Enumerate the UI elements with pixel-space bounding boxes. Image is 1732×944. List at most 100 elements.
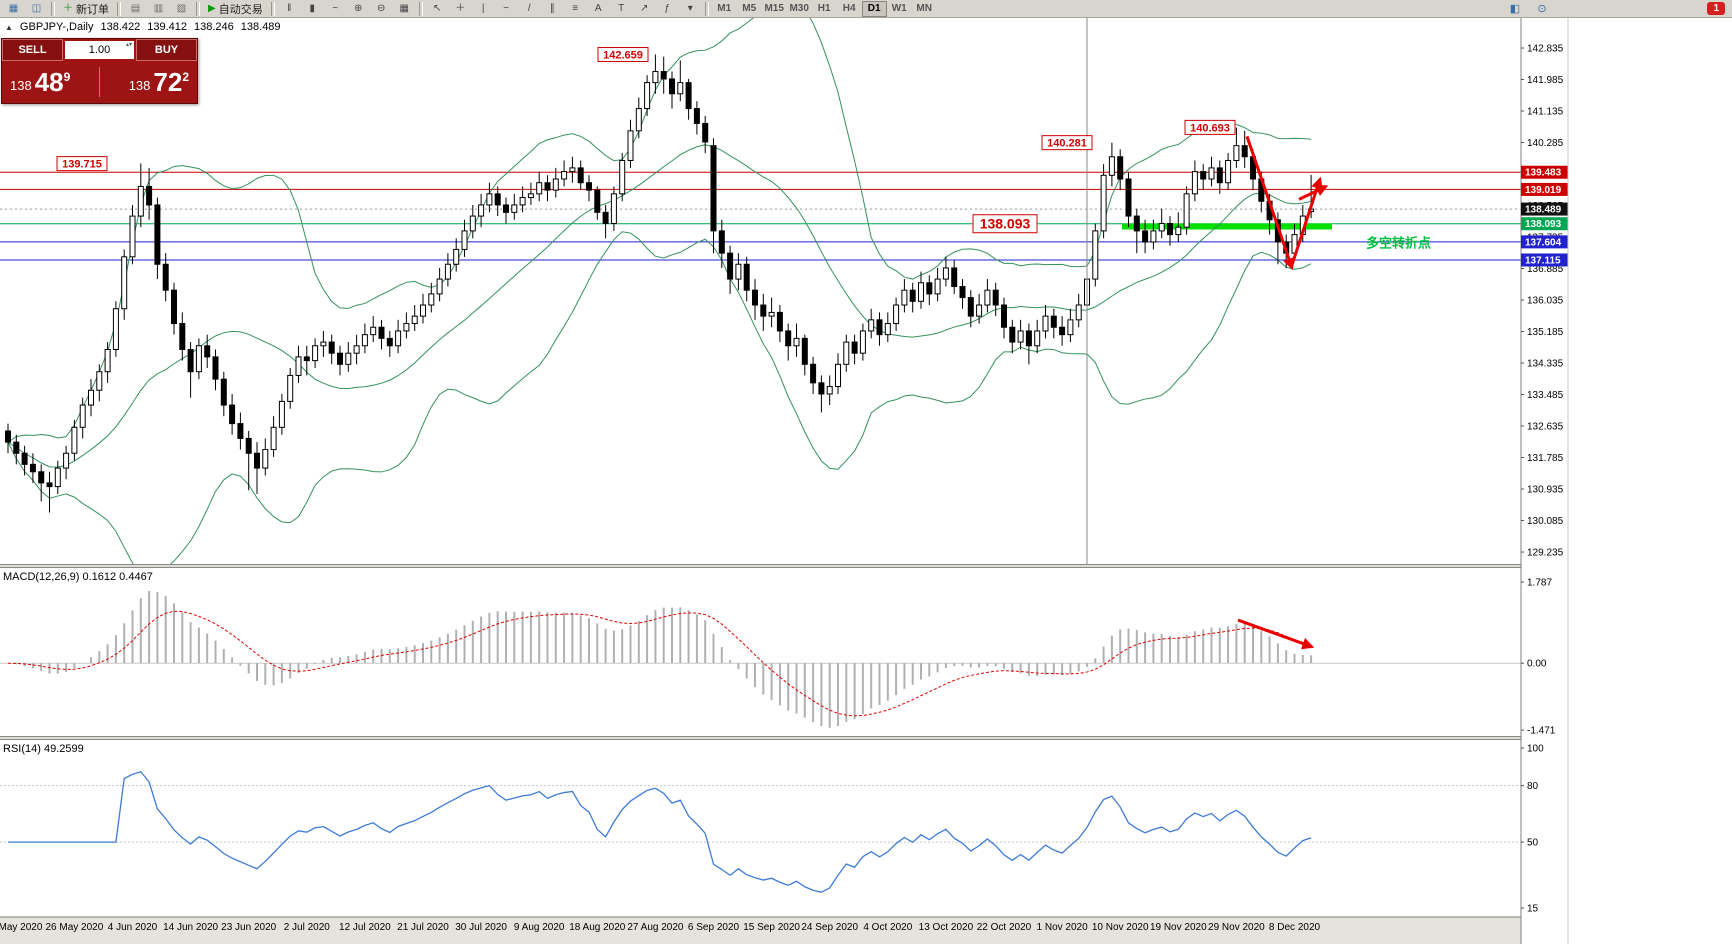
tile-windows-icon[interactable]: ▦: [399, 2, 409, 14]
price-label-box[interactable]: [972, 214, 1038, 234]
trend-arrow[interactable]: [1237, 618, 1315, 650]
price-label-box[interactable]: [1184, 119, 1236, 135]
time-axis-label: 21 Jul 2020: [397, 922, 449, 933]
time-axis-label: 13 Oct 2020: [919, 922, 974, 933]
candles: [5, 54, 1315, 513]
buy-button[interactable]: BUY: [136, 39, 197, 61]
svg-text:140.285: 140.285: [1527, 138, 1564, 149]
trend-arrow[interactable]: [1245, 135, 1295, 271]
auto-trading-button[interactable]: ▶ 自动交易: [208, 2, 263, 16]
svg-text:50: 50: [1527, 838, 1539, 849]
equidistant-channel-icon[interactable]: ∥: [549, 2, 555, 14]
candlestick-chart-icon[interactable]: ▮: [309, 2, 315, 14]
new-chart-icon[interactable]: ▦: [8, 2, 19, 14]
toolbar-separator: [704, 1, 709, 16]
axis-price-tag: [1521, 202, 1568, 216]
time-axis-label: 9 Aug 2020: [514, 922, 565, 933]
tf-m15[interactable]: M15: [764, 3, 784, 14]
toolbar-separator: [418, 1, 423, 16]
price-label-box[interactable]: [56, 156, 108, 172]
tf-mn[interactable]: MN: [916, 3, 932, 14]
text-icon[interactable]: A: [594, 2, 602, 14]
dropdown-icon[interactable]: ▾: [687, 2, 693, 14]
time-axis[interactable]: [0, 917, 1568, 944]
time-axis-label: 18 Aug 2020: [569, 922, 626, 933]
volume-input[interactable]: 1.00 ▴▾: [65, 41, 134, 59]
tf-w1[interactable]: W1: [891, 3, 907, 14]
price-axis[interactable]: 142.835141.985141.135140.285139.435138.5…: [1520, 18, 1568, 944]
svg-text:132.635: 132.635: [1527, 422, 1564, 433]
community-icon[interactable]: ◧: [1509, 3, 1521, 15]
indicators-icon[interactable]: ƒ: [664, 2, 670, 14]
toolbar-separator: [270, 1, 275, 16]
zoom-in-icon[interactable]: ⊕: [354, 2, 363, 14]
tf-d1[interactable]: D1: [861, 0, 887, 17]
time-axis-label: 15 Sep 2020: [743, 922, 800, 933]
toolbar-separator: [196, 1, 200, 16]
svg-text:141.135: 141.135: [1527, 107, 1564, 118]
tf-h1[interactable]: H1: [817, 3, 831, 14]
bollinger-lower: [7, 231, 1312, 564]
zoom-out-icon[interactable]: ⊖: [377, 2, 386, 14]
new-order-button[interactable]: ＋新订单: [63, 2, 109, 16]
cursor-icon[interactable]: ↖: [433, 2, 442, 14]
tf-h4[interactable]: H4: [842, 3, 856, 14]
one-click-trading-panel: SELL 1.00 ▴▾ BUY 138 48 9 138 72 2: [1, 38, 198, 104]
crosshair-icon[interactable]: ＋: [455, 2, 466, 14]
navigator-icon[interactable]: ▧: [176, 2, 187, 14]
price-label-text: 140.281: [1047, 138, 1087, 150]
rsi-label: RSI(14) 49.2599: [3, 743, 84, 755]
tf-m1[interactable]: M1: [717, 3, 732, 14]
time-axis-label: 23 Jun 2020: [221, 922, 276, 933]
vertical-line-icon[interactable]: |: [481, 2, 485, 14]
collapse-panel-icon[interactable]: ▲: [5, 22, 13, 32]
chart-profiles-icon[interactable]: ◫: [31, 2, 42, 14]
sell-button[interactable]: SELL: [2, 39, 63, 61]
notification-badge[interactable]: 1: [1707, 2, 1725, 15]
svg-text:141.985: 141.985: [1527, 75, 1564, 86]
svg-text:135.185: 135.185: [1527, 327, 1564, 338]
ohlc-open: 138.422: [100, 21, 141, 33]
price-label-box[interactable]: [597, 47, 649, 63]
time-axis-label: 10 Nov 2020: [1092, 922, 1149, 933]
macd-label: MACD(12,26,9) 0.1612 0.4467: [3, 571, 153, 583]
time-axis-label: 22 Oct 2020: [977, 922, 1032, 933]
line-chart-icon[interactable]: ~: [332, 2, 339, 14]
bar-chart-icon[interactable]: ‖: [287, 2, 292, 14]
price-pane[interactable]: [0, 0, 1521, 579]
svg-text:131.785: 131.785: [1527, 453, 1564, 464]
svg-text:136.885: 136.885: [1527, 264, 1564, 275]
volume-spinner-icon[interactable]: ▴▾: [125, 42, 132, 48]
search-icon[interactable]: ⊙: [1537, 3, 1547, 15]
time-axis-label: 24 Sep 2020: [801, 922, 858, 933]
tf-m30[interactable]: M30: [789, 3, 809, 14]
price-label-box[interactable]: [1041, 135, 1093, 151]
trendline-icon[interactable]: /: [527, 2, 531, 14]
time-axis-label: 1 Nov 2020: [1037, 922, 1089, 933]
toolbar-separator: [117, 1, 121, 16]
arrows-icon[interactable]: ↗: [640, 2, 649, 14]
svg-text:15: 15: [1527, 904, 1539, 915]
pane-separator[interactable]: [0, 736, 1568, 740]
price-label-text: 138.093: [980, 216, 1031, 232]
svg-text:100: 100: [1527, 744, 1544, 755]
rsi-pane: [0, 770, 1521, 894]
macd-signal-line: [7, 610, 1312, 717]
buy-price[interactable]: 138 72 2: [128, 67, 189, 97]
time-axis-label: 7 May 2020: [0, 922, 43, 933]
pane-separator[interactable]: [0, 564, 1568, 568]
horizontal-line-icon[interactable]: −: [503, 2, 510, 14]
bollinger-upper: [7, 18, 1312, 443]
bollinger-middle: [7, 144, 1312, 468]
svg-text:138.093: 138.093: [1525, 219, 1562, 230]
trend-arrow[interactable]: [1298, 185, 1329, 201]
tf-m5[interactable]: M5: [742, 3, 757, 14]
market-watch-icon[interactable]: ▥: [153, 2, 164, 14]
fibonacci-icon[interactable]: ≡: [572, 2, 579, 14]
time-axis-label: 14 Jun 2020: [163, 922, 218, 933]
ohlc-close: 138.489: [240, 21, 281, 33]
label-icon[interactable]: T: [618, 2, 625, 14]
sell-price[interactable]: 138 48 9: [10, 67, 71, 97]
chart-list-icon[interactable]: ▤: [130, 2, 141, 14]
